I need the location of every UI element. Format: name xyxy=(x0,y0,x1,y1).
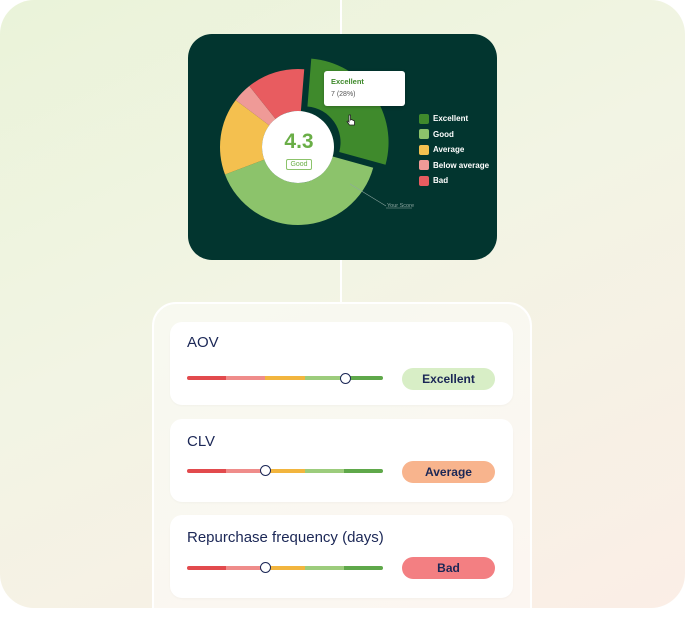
metric-card-clv: CLV Average xyxy=(170,419,513,502)
center-score: 4.3 Good xyxy=(264,120,334,185)
tooltip-value: 7 (28%) xyxy=(331,91,356,98)
donut-slice-good[interactable] xyxy=(224,156,374,225)
rating-slider-track xyxy=(187,469,383,473)
hand-cursor-icon xyxy=(346,114,355,126)
slider-segment-good xyxy=(304,566,344,570)
slider-knob[interactable] xyxy=(259,562,271,573)
rating-badge: Average xyxy=(402,461,495,483)
legend-swatch xyxy=(419,175,429,186)
legend-item-below-average[interactable]: Below average xyxy=(419,158,489,174)
rating-slider-track xyxy=(187,376,383,380)
rating-slider-track xyxy=(187,566,383,570)
slider-segment-good xyxy=(304,376,344,380)
donut-slice-bad[interactable] xyxy=(249,69,305,119)
connector-line-top xyxy=(340,0,342,34)
slider-segment-below-average xyxy=(226,469,266,473)
your-score-annotation: Your Score xyxy=(387,203,415,209)
legend-swatch xyxy=(419,144,429,155)
metric-card-repurchase-frequency: Repurchase frequency (days) Bad xyxy=(170,515,513,598)
chart-legend: Excellent Good Average Below average Bad xyxy=(419,111,489,189)
legend-swatch xyxy=(419,113,429,124)
slider-segment-below-average xyxy=(226,566,266,570)
slider-segment-below-average xyxy=(226,376,266,380)
metric-title: Repurchase frequency (days) xyxy=(187,529,384,546)
slider-segment-average xyxy=(265,566,305,570)
legend-item-excellent[interactable]: Excellent xyxy=(419,111,489,127)
legend-label: Below average xyxy=(433,160,490,170)
legend-label: Excellent xyxy=(433,114,469,124)
legend-item-average[interactable]: Average xyxy=(419,142,489,158)
metric-title: AOV xyxy=(187,334,219,351)
slider-segment-excellent xyxy=(343,469,383,473)
slider-segment-bad xyxy=(187,469,227,473)
legend-swatch xyxy=(419,160,429,171)
slider-segment-average xyxy=(265,469,305,473)
legend-item-good[interactable]: Good xyxy=(419,127,489,143)
legend-swatch xyxy=(419,129,429,140)
rating-badge: Excellent xyxy=(402,368,495,390)
slider-knob[interactable] xyxy=(259,465,271,476)
slider-segment-excellent xyxy=(343,566,383,570)
donut-center xyxy=(262,111,334,183)
legend-label: Bad xyxy=(433,176,449,186)
donut-chart xyxy=(220,58,412,225)
slider-segment-excellent xyxy=(343,376,383,380)
chart-tooltip: Excellent 7 (28%) xyxy=(324,71,405,106)
legend-item-bad[interactable]: Bad xyxy=(419,173,489,189)
donut-slice-average[interactable] xyxy=(220,100,270,175)
score-value: 4.3 xyxy=(284,130,314,153)
slider-segment-good xyxy=(304,469,344,473)
rating-badge: Bad xyxy=(402,557,495,579)
slider-knob[interactable] xyxy=(340,373,352,384)
slider-segment-bad xyxy=(187,376,227,380)
tooltip-title: Excellent xyxy=(331,77,364,86)
connector-line-middle xyxy=(340,260,342,302)
legend-label: Good xyxy=(433,129,454,139)
slider-segment-average xyxy=(265,376,305,380)
metric-title: CLV xyxy=(187,433,216,450)
your-score-pointer xyxy=(349,183,387,207)
slider-segment-bad xyxy=(187,566,227,570)
legend-label: Average xyxy=(433,145,465,155)
metric-card-aov: AOV Excellent xyxy=(170,322,513,405)
score-label-badge: Good xyxy=(286,159,312,170)
donut-slice-below-average[interactable] xyxy=(235,86,276,126)
